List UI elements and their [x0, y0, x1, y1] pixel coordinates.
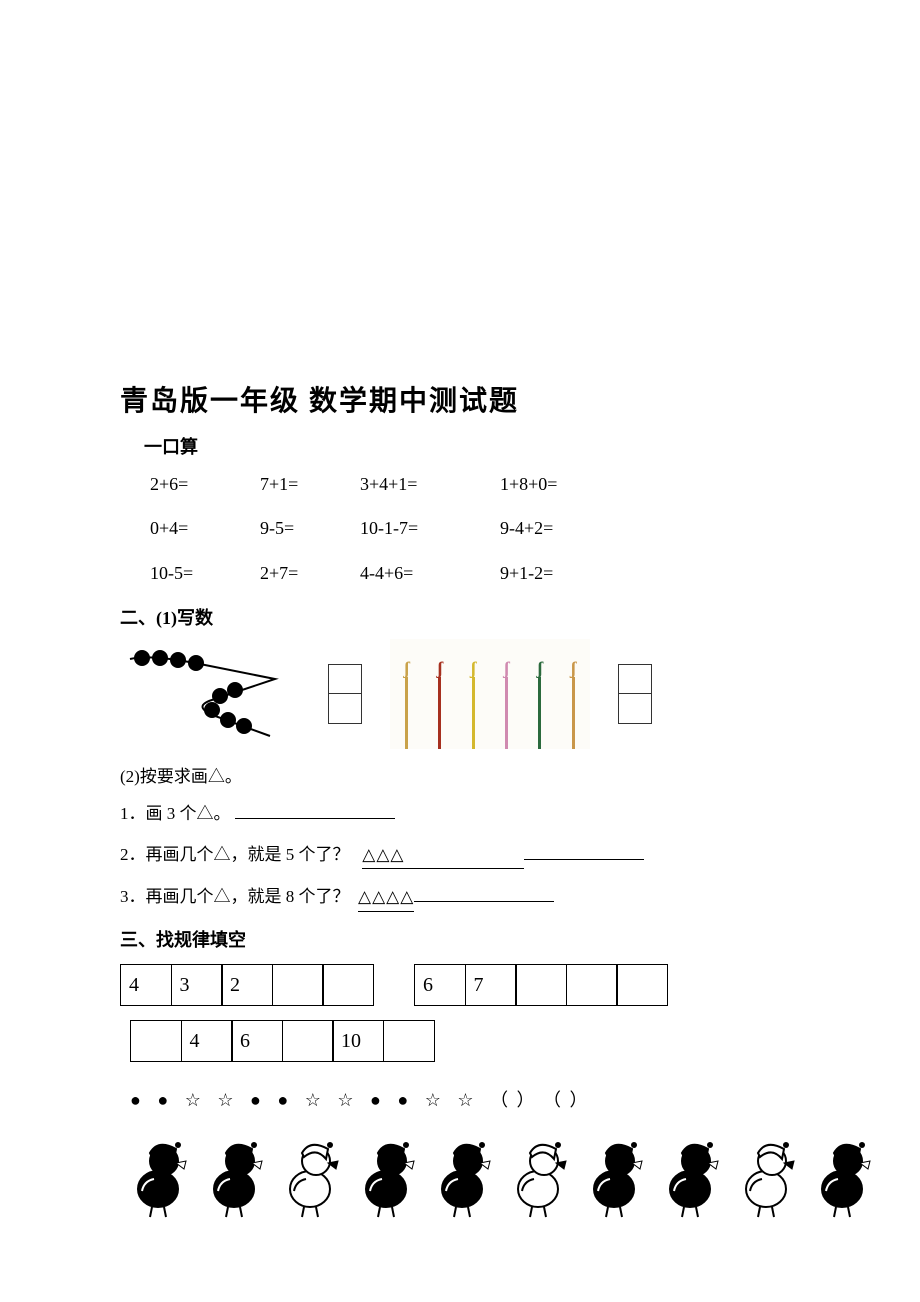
question-2-3: 3．再画几个△，就是 8 个了？ △△△△: [120, 883, 800, 911]
pattern-tables-row-1: 432 67: [120, 964, 800, 1006]
pattern-cell: 6: [231, 1020, 283, 1062]
duck-icon: [428, 1129, 496, 1219]
answer-box-2[interactable]: [618, 664, 652, 724]
arith-cell: 2+6=: [150, 470, 260, 499]
arith-cell: 2+7=: [260, 559, 360, 588]
arith-cell: 3+4+1=: [360, 470, 500, 499]
duck-icon: [808, 1129, 876, 1219]
umbrellas-figure: ʃʃʃʃʃʃ: [390, 639, 590, 749]
pattern-cell: 4: [120, 964, 172, 1006]
pattern-cell[interactable]: [616, 964, 668, 1006]
ducks-row: [120, 1129, 800, 1219]
beads-figure: [120, 644, 300, 744]
answer-box-1[interactable]: [328, 664, 362, 724]
section-1-label: 一口算: [120, 433, 800, 462]
pattern-cell[interactable]: [282, 1020, 334, 1062]
answer-line-ext[interactable]: [414, 901, 554, 902]
duck-icon: [352, 1129, 420, 1219]
umbrella-icon: ʃ: [404, 659, 409, 749]
section-3-label: 三、找规律填空: [120, 926, 800, 955]
duck-icon: [276, 1129, 344, 1219]
arith-cell: 10-1-7=: [360, 514, 500, 543]
duck-icon: [656, 1129, 724, 1219]
arith-cell: 9-4+2=: [500, 514, 640, 543]
pattern-cell[interactable]: [272, 964, 324, 1006]
duck-icon: [504, 1129, 572, 1219]
arith-cell: 9-5=: [260, 514, 360, 543]
triangle-hint: △△△△: [358, 887, 414, 906]
arith-cell: 10-5=: [150, 559, 260, 588]
pattern-cell: 10: [332, 1020, 384, 1062]
duck-icon: [732, 1129, 800, 1219]
duck-icon: [200, 1129, 268, 1219]
pattern-cell[interactable]: [130, 1020, 182, 1062]
pattern-table-a: 432: [120, 964, 374, 1006]
q-text: 3．再画几个△，就是 8 个了？: [120, 887, 350, 906]
q-text: 1．画 3 个△。: [120, 804, 231, 823]
pattern-cell[interactable]: [566, 964, 618, 1006]
pattern-table-b: 67: [414, 964, 668, 1006]
duck-icon: [580, 1129, 648, 1219]
pattern-symbols: ● ● ☆ ☆ ● ● ☆ ☆ ● ● ☆ ☆: [130, 1090, 480, 1110]
umbrella-icon: ʃ: [471, 659, 476, 749]
pattern-cell: 6: [414, 964, 466, 1006]
answer-line-ext[interactable]: [524, 859, 644, 860]
pattern-cell[interactable]: [322, 964, 374, 1006]
arith-cell: 0+4=: [150, 514, 260, 543]
write-number-row: ʃʃʃʃʃʃ: [120, 639, 800, 749]
pattern-cell: 2: [221, 964, 273, 1006]
pattern-cell[interactable]: [383, 1020, 435, 1062]
umbrella-icon: ʃ: [537, 659, 542, 749]
section-2-label: 二、(1)写数: [120, 604, 800, 633]
answer-line[interactable]: △△△: [362, 841, 524, 869]
arith-row-3: 10-5= 2+7= 4-4+6= 9+1-2=: [150, 559, 800, 588]
question-2-2: 2．再画几个△，就是 5 个了？ △△△: [120, 841, 800, 869]
umbrella-icon: ʃ: [571, 659, 576, 749]
answer-line[interactable]: [235, 818, 395, 819]
q-text: 2．再画几个△，就是 5 个了？: [120, 845, 350, 864]
worksheet-title: 青岛版一年级 数学期中测试题: [120, 380, 800, 425]
umbrella-icon: ʃ: [437, 659, 442, 749]
answer-line[interactable]: △△△△: [358, 883, 414, 911]
arithmetic-grid: 2+6= 7+1= 3+4+1= 1+8+0= 0+4= 9-5= 10-1-7…: [120, 470, 800, 588]
triangle-hint: △△△: [362, 845, 404, 864]
pattern-cell: 7: [465, 964, 517, 1006]
duck-icon: [124, 1129, 192, 1219]
pattern-table-c: 46 10: [130, 1020, 800, 1062]
arith-cell: 1+8+0=: [500, 470, 640, 499]
question-2-1: 1．画 3 个△。: [120, 800, 800, 827]
pattern-cell: 4: [181, 1020, 233, 1062]
pattern-blanks[interactable]: （ ） （ ）: [490, 1090, 590, 1110]
pattern-cell[interactable]: [515, 964, 567, 1006]
section-2-sub-label: (2)按要求画△。: [120, 763, 800, 790]
arith-cell: 7+1=: [260, 470, 360, 499]
symbol-pattern-row: ● ● ☆ ☆ ● ● ☆ ☆ ● ● ☆ ☆ （ ） （ ）: [120, 1086, 800, 1115]
umbrella-icon: ʃ: [504, 659, 509, 749]
pattern-cell: 3: [171, 964, 223, 1006]
arith-row-2: 0+4= 9-5= 10-1-7= 9-4+2=: [150, 514, 800, 543]
arith-row-1: 2+6= 7+1= 3+4+1= 1+8+0=: [150, 470, 800, 499]
arith-cell: 9+1-2=: [500, 559, 640, 588]
arith-cell: 4-4+6=: [360, 559, 500, 588]
